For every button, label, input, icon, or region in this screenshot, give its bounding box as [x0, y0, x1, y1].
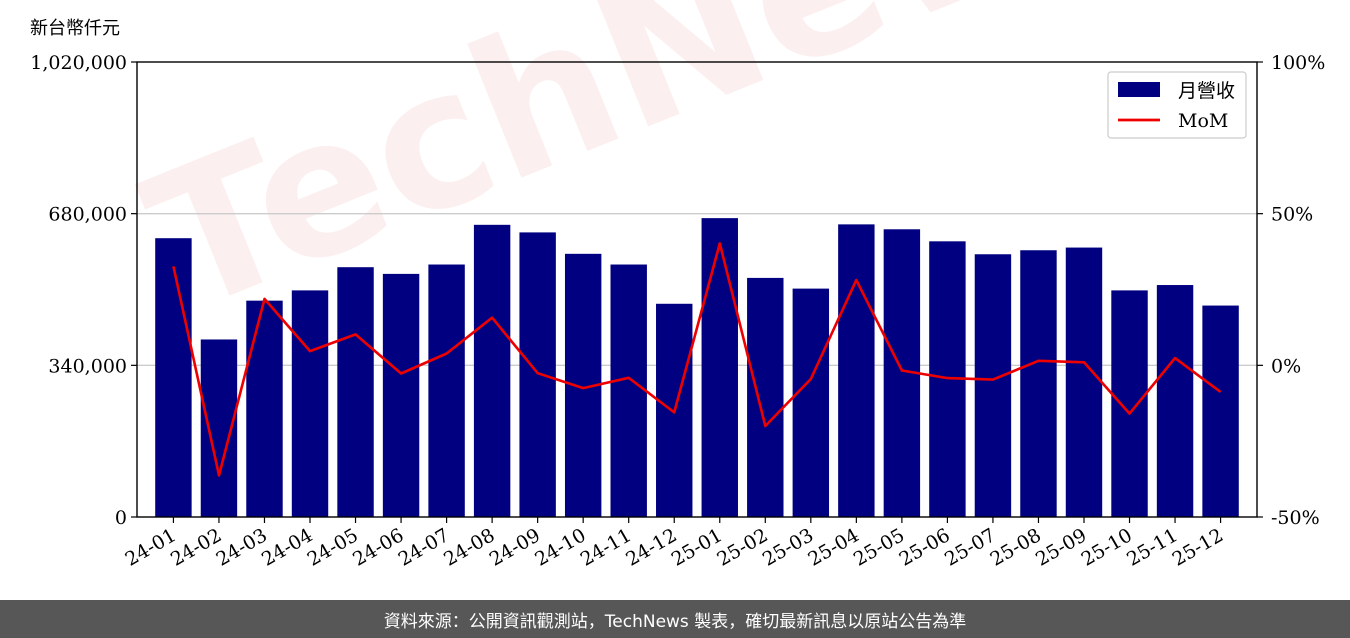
legend-swatch-bar	[1118, 82, 1160, 97]
bar-25-09	[1065, 247, 1103, 517]
left-tick-label: 0	[115, 507, 127, 529]
line-series	[172, 242, 1222, 477]
revenue-chart: 0 340,000 680,000 1,020,000 -50% 0% 50% 100% 2…	[30, 52, 1325, 571]
bar-24-05	[337, 267, 374, 517]
right-tick-label: 0%	[1271, 355, 1301, 377]
bar-25-08	[1020, 250, 1057, 517]
x-tick-label: 24-04	[258, 524, 316, 570]
x-tick-label: 25-12	[1169, 524, 1227, 570]
x-tick-label: 25-02	[713, 524, 771, 570]
x-tick-label: 25-09	[1032, 524, 1090, 570]
x-tick-label: 24-10	[531, 524, 589, 570]
bar-24-04	[291, 290, 329, 517]
x-tick-label: 25-06	[895, 524, 953, 570]
x-tick-label: 25-01	[668, 524, 726, 570]
bar-25-03	[792, 288, 830, 517]
right-axis-ticks: -50% 0% 50% 100%	[1257, 52, 1325, 529]
x-tick-label: 25-08	[987, 524, 1045, 570]
x-tick-label: 24-06	[349, 524, 407, 570]
x-tick-label: 24-12	[622, 524, 680, 570]
left-tick-label: 1,020,000	[30, 52, 127, 74]
bar-24-08	[473, 224, 511, 517]
x-tick-label: 24-01	[121, 524, 179, 570]
x-tick-label: 25-11	[1123, 524, 1181, 570]
x-tick-label: 24-09	[486, 524, 544, 570]
x-tick-label: 25-07	[941, 524, 999, 570]
bar-25-11	[1156, 285, 1194, 517]
left-tick-label: 340,000	[48, 355, 127, 377]
bar-24-01	[155, 238, 192, 517]
bar-25-10	[1111, 290, 1148, 517]
left-axis-ticks: 0 340,000 680,000 1,020,000	[30, 52, 137, 529]
bar-24-06	[382, 273, 420, 517]
legend-label-revenue: 月營收	[1178, 80, 1235, 102]
x-tick-label: 24-05	[304, 524, 362, 570]
bar-25-12	[1202, 305, 1239, 517]
bar-24-09	[519, 232, 556, 517]
x-tick-label: 24-07	[395, 524, 453, 570]
bar-24-03	[246, 300, 283, 517]
bar-25-01	[701, 218, 738, 518]
x-tick-label: 25-04	[804, 524, 862, 570]
x-tick-label: 24-02	[167, 524, 225, 570]
bar-24-11	[610, 264, 647, 517]
right-tick-label: 50%	[1271, 204, 1313, 226]
x-axis-ticks: 24-0124-0224-0324-0424-0524-0624-0724-08…	[121, 517, 1227, 571]
y-axis-unit-label: 新台幣仟元	[30, 18, 120, 39]
right-tick-label: -50%	[1271, 507, 1320, 529]
bar-series	[155, 218, 1239, 518]
legend: 月營收 MoM	[1107, 71, 1247, 139]
plot-frame	[136, 61, 1258, 518]
footer-source-note: 資料來源：公開資訊觀測站，TechNews 製表，確切最新訊息以原站公告為準	[0, 600, 1350, 638]
mom-line	[172, 242, 1222, 477]
bar-25-02	[747, 277, 784, 517]
left-tick-label: 680,000	[48, 204, 127, 226]
x-tick-label: 25-10	[1078, 524, 1136, 570]
x-tick-label: 25-05	[850, 524, 908, 570]
bar-25-04	[838, 224, 875, 517]
x-tick-label: 24-03	[213, 524, 271, 570]
legend-label-mom: MoM	[1178, 110, 1228, 132]
bar-25-07	[974, 254, 1012, 517]
right-tick-label: 100%	[1271, 52, 1325, 74]
bar-24-07	[428, 264, 465, 517]
x-tick-label: 25-03	[759, 524, 817, 570]
x-tick-label: 24-08	[440, 524, 498, 570]
axes	[136, 61, 1258, 518]
x-tick-label: 24-11	[577, 524, 635, 570]
